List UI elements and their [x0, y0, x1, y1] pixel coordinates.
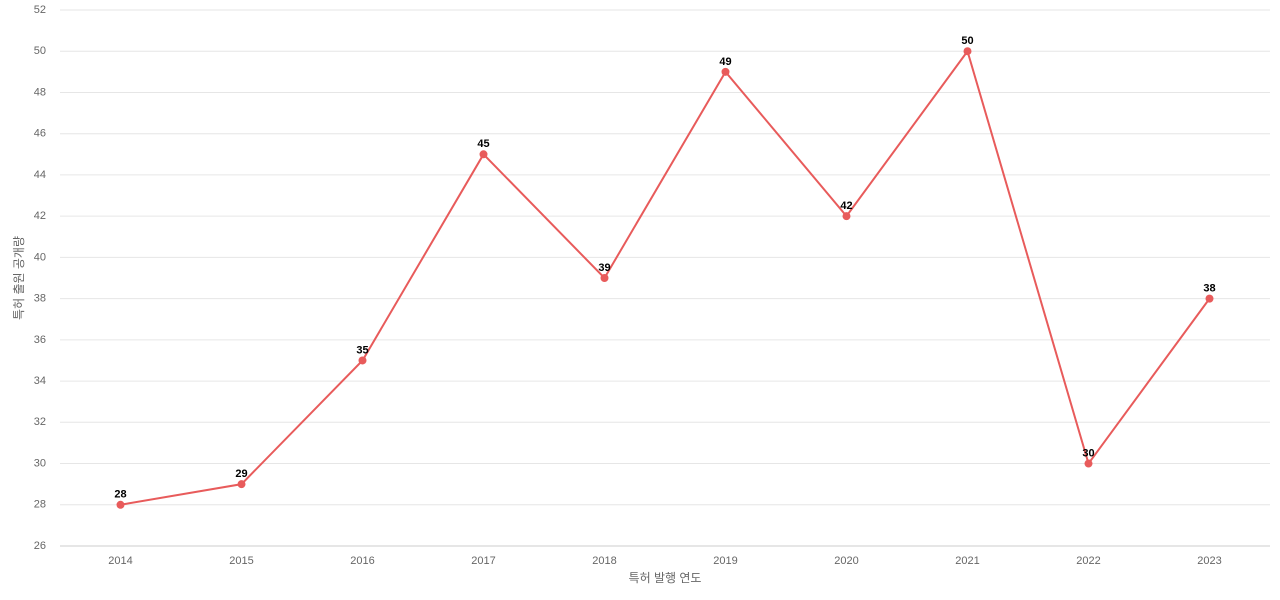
x-tick-label: 2019 — [713, 555, 737, 567]
x-tick-label: 2022 — [1076, 555, 1100, 567]
point — [1205, 294, 1214, 303]
value-label: 49 — [719, 56, 731, 68]
value-label: 38 — [1203, 283, 1215, 295]
y-tick-label: 30 — [34, 457, 46, 469]
y-tick-label: 46 — [34, 128, 46, 140]
point — [721, 67, 730, 76]
y-tick-label: 44 — [34, 169, 46, 181]
value-label: 45 — [477, 138, 489, 150]
value-label: 29 — [235, 468, 247, 480]
y-tick-label: 40 — [34, 251, 46, 263]
y-axis-label: 특허 출원 공개량 — [12, 236, 26, 320]
x-tick-label: 2021 — [955, 555, 979, 567]
point — [1084, 459, 1093, 468]
value-label: 50 — [961, 35, 973, 47]
y-tick-label: 50 — [34, 45, 46, 57]
point — [963, 47, 972, 56]
point — [358, 356, 367, 365]
value-label: 35 — [356, 344, 368, 356]
point — [237, 480, 246, 489]
x-tick-label: 2020 — [834, 555, 858, 567]
value-label: 30 — [1082, 447, 1094, 459]
x-tick-label: 2018 — [592, 555, 616, 567]
point — [479, 150, 488, 159]
y-tick-label: 42 — [34, 210, 46, 222]
x-axis-label: 특허 발행 연도 — [629, 570, 702, 585]
y-tick-label: 32 — [34, 416, 46, 428]
value-label: 39 — [598, 262, 610, 274]
x-tick-label: 2016 — [350, 555, 374, 567]
y-tick-label: 26 — [34, 540, 46, 552]
value-label: 28 — [114, 489, 126, 501]
x-tick-label: 2023 — [1197, 555, 1221, 567]
point — [116, 500, 125, 509]
point — [842, 212, 851, 221]
x-tick-label: 2015 — [229, 555, 253, 567]
y-tick-label: 48 — [34, 86, 46, 98]
value-label: 42 — [840, 200, 852, 212]
y-tick-label: 38 — [34, 293, 46, 305]
y-tick-label: 36 — [34, 334, 46, 346]
y-tick-label: 28 — [34, 499, 46, 511]
point — [600, 274, 609, 282]
y-tick-label: 52 — [34, 4, 46, 16]
line — [120, 49, 1211, 506]
x-tick-label: 2014 — [108, 555, 132, 567]
y-tick-label: 34 — [34, 375, 46, 387]
x-tick-label: 2017 — [471, 555, 495, 567]
